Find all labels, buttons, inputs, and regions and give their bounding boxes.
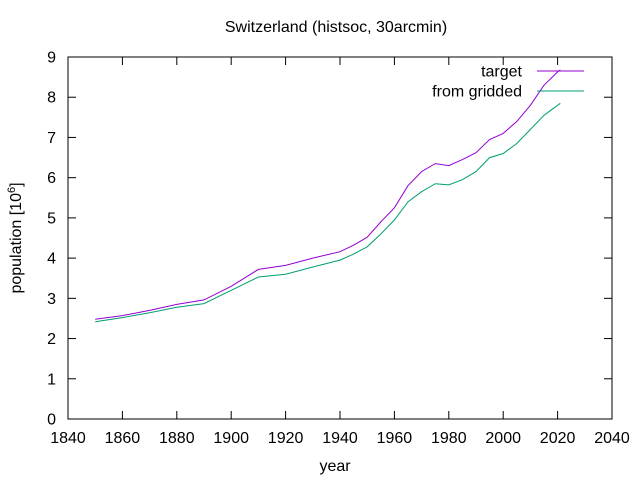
x-tick-label: 1860 — [105, 430, 141, 447]
y-axis-label-close: ] — [8, 182, 25, 186]
x-tick-label: 1940 — [322, 430, 358, 447]
x-tick-label: 1920 — [268, 430, 304, 447]
y-axis-label: population [106] — [6, 182, 25, 293]
y-tick-label: 0 — [47, 412, 56, 429]
x-tick-label: 2000 — [485, 430, 521, 447]
y-tick-label: 4 — [47, 251, 56, 268]
plot-frame — [67, 56, 613, 420]
y-tick-label: 7 — [47, 130, 56, 147]
y-tick-label: 5 — [47, 210, 56, 227]
y-tick-label: 3 — [47, 291, 56, 308]
y-axis-label-main: population [10 — [8, 193, 25, 294]
y-tick-label: 9 — [47, 50, 56, 67]
x-tick-label: 1840 — [50, 430, 86, 447]
y-tick-label: 6 — [47, 170, 56, 187]
legend: target from gridded — [432, 64, 584, 101]
x-tick-label: 1960 — [377, 430, 413, 447]
x-tick-label: 1900 — [213, 430, 249, 447]
y-axis-label-exponent: 6 — [6, 187, 18, 193]
y-tick-label: 2 — [47, 331, 56, 348]
x-axis-label: year — [319, 458, 351, 475]
y-axis: 0 1 2 3 4 5 6 7 8 9 — [47, 50, 612, 429]
y-tick-label: 8 — [47, 90, 56, 107]
x-tick-label: 2040 — [594, 430, 630, 447]
plot-area — [95, 69, 561, 323]
series-line — [95, 69, 561, 320]
series-line — [95, 102, 561, 323]
legend-label: from gridded — [432, 84, 522, 101]
x-tick-label: 2020 — [540, 430, 576, 447]
x-tick-label: 1980 — [431, 430, 467, 447]
legend-label: target — [481, 64, 522, 81]
x-tick-label: 1880 — [159, 430, 195, 447]
chart-title: Switzerland (histsoc, 30arcmin) — [225, 19, 447, 36]
y-tick-label: 1 — [47, 371, 56, 388]
x-axis: 1840 1860 1880 1900 1920 1940 1960 1980 2000 2020… — [50, 57, 630, 447]
